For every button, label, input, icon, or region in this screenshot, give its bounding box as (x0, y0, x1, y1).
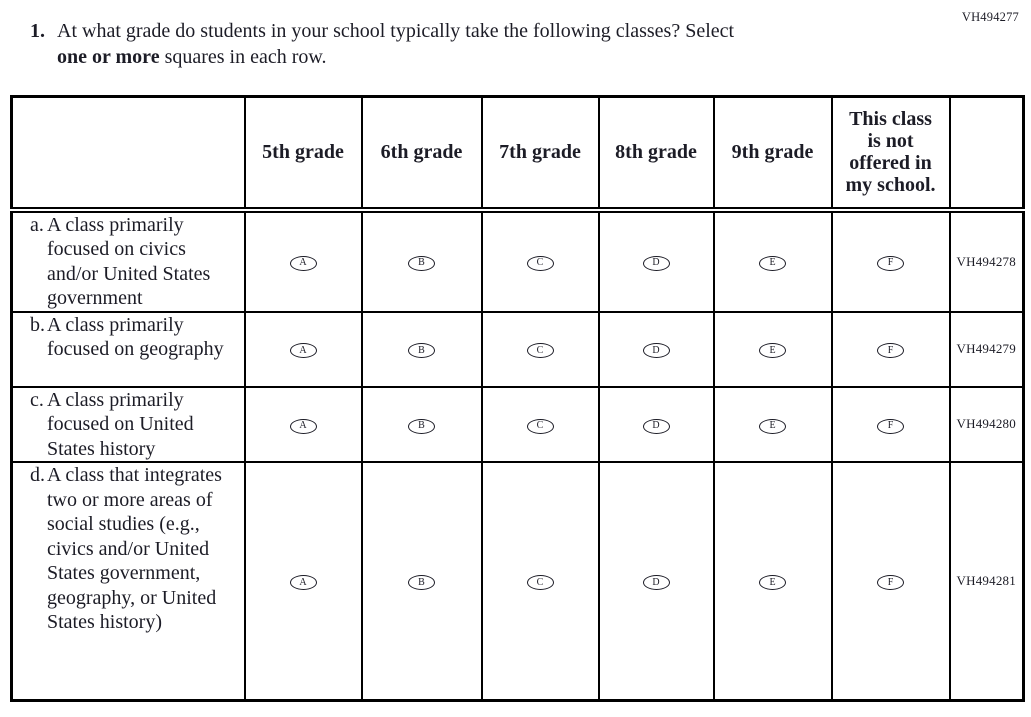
option-cell: F (830, 310, 951, 388)
option-bubble-c[interactable]: C (526, 418, 554, 434)
row-label-cell: a. A class primarily focused on civics a… (10, 208, 246, 313)
option-bubble-f[interactable]: F (877, 575, 904, 590)
option-bubble-f[interactable]: F (877, 343, 904, 359)
option-bubble-f[interactable]: F (877, 418, 904, 434)
form-code: VH494277 (961, 10, 1019, 24)
option-cell: A (243, 208, 363, 313)
option-cell: C (480, 208, 600, 313)
question-number: 1. (30, 20, 45, 42)
option-cell: D (597, 461, 715, 701)
option-cell: B (360, 310, 483, 388)
option-cell: E (712, 310, 833, 388)
option-bubble-a[interactable]: A (289, 255, 317, 271)
question-text-line2: squares in each row. (159, 46, 327, 68)
option-bubble-e[interactable]: E (759, 418, 786, 434)
option-cell: D (597, 208, 715, 313)
option-bubble-f[interactable]: F (877, 255, 904, 271)
option-cell: B (360, 461, 483, 701)
table-row-c: c. A class primarily focused on United S… (10, 385, 1025, 463)
option-bubble-a[interactable]: A (289, 418, 317, 434)
column-header-5th-grade: 5th grade (243, 95, 363, 213)
option-bubble-b[interactable]: B (408, 418, 435, 434)
option-bubble-b[interactable]: B (408, 255, 435, 271)
option-cell: C (480, 310, 600, 388)
row-item-letter: b. (30, 313, 45, 336)
table-row-d: d. A class that integrates two or more a… (10, 461, 1025, 701)
option-cell: E (712, 385, 833, 463)
column-header-8th-grade: 8th grade (597, 95, 715, 213)
option-bubble-d[interactable]: D (642, 575, 670, 590)
option-cell: D (597, 310, 715, 388)
option-bubble-a[interactable]: A (289, 575, 317, 590)
option-bubble-d[interactable]: D (642, 255, 670, 271)
row-item-label: A class primarily focused on United Stat… (47, 388, 194, 460)
question-text-line1: At what grade do students in your school… (57, 20, 735, 42)
row-label-cell: d. A class that integrates two or more a… (10, 461, 246, 701)
table-row-a: a. A class primarily focused on civics a… (10, 208, 1025, 313)
option-bubble-d[interactable]: D (642, 343, 670, 359)
column-header-9th-grade: 9th grade (712, 95, 833, 213)
row-item-label: A class primarily focused on civics and/… (47, 213, 211, 310)
row-item-letter: a. (30, 213, 44, 236)
row-item-label: A class that integrates two or more area… (47, 464, 222, 633)
option-cell: F (830, 385, 951, 463)
option-cell: A (243, 461, 363, 701)
option-cell: D (597, 385, 715, 463)
option-cell: F (830, 208, 951, 313)
column-header-not-offered: This class is not offered in my school. (830, 95, 951, 213)
option-bubble-b[interactable]: B (408, 575, 435, 590)
table-row-b: b. A class primarily focused on geograph… (10, 310, 1025, 388)
header-blank (10, 95, 246, 213)
option-bubble-e[interactable]: E (759, 255, 786, 271)
option-bubble-c[interactable]: C (526, 343, 554, 359)
option-bubble-a[interactable]: A (289, 343, 317, 359)
grade-selection-table: 5th grade 6th grade 7th grade 8th grade … (10, 95, 1025, 702)
option-cell: C (480, 385, 600, 463)
row-code: VH494281 (948, 461, 1025, 701)
header-code-blank (948, 95, 1025, 213)
option-cell: B (360, 208, 483, 313)
row-code: VH494280 (948, 385, 1025, 463)
row-label-cell: b. A class primarily focused on geograph… (10, 310, 246, 388)
option-cell: F (830, 461, 951, 701)
option-cell: E (712, 461, 833, 701)
option-bubble-e[interactable]: E (759, 575, 786, 590)
header-row: 5th grade 6th grade 7th grade 8th grade … (10, 95, 1025, 213)
question-text-bold: one or more (57, 46, 160, 68)
option-cell: A (243, 310, 363, 388)
column-header-6th-grade: 6th grade (360, 95, 483, 213)
option-bubble-b[interactable]: B (408, 343, 435, 359)
row-item-label: A class primarily focused on geography (47, 313, 224, 361)
question-block: 1. At what grade do students in your sch… (30, 18, 910, 70)
option-bubble-e[interactable]: E (759, 343, 786, 359)
row-code: VH494278 (948, 208, 1025, 313)
row-label-cell: c. A class primarily focused on United S… (10, 385, 246, 463)
option-cell: C (480, 461, 600, 701)
option-cell: B (360, 385, 483, 463)
row-item-letter: d. (30, 464, 45, 486)
row-code: VH494279 (948, 310, 1025, 388)
option-bubble-c[interactable]: C (526, 255, 554, 271)
option-cell: E (712, 208, 833, 313)
column-header-7th-grade: 7th grade (480, 95, 600, 213)
option-bubble-c[interactable]: C (526, 575, 554, 590)
row-item-letter: c. (30, 388, 44, 411)
option-cell: A (243, 385, 363, 463)
option-bubble-d[interactable]: D (642, 418, 670, 434)
